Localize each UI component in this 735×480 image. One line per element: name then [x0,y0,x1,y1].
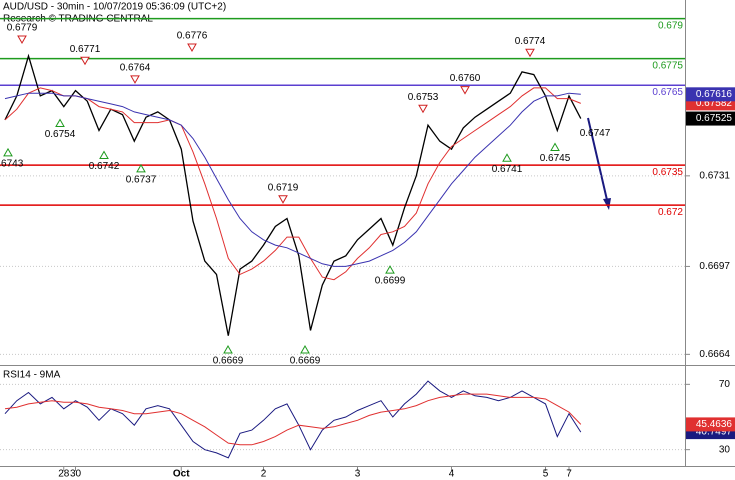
pivot-high-marker [460,86,470,95]
y-tick-label: 70 [719,379,731,390]
chart-title: AUD/USD - 30min - 10/07/2019 05:36:09 (U… [3,2,226,13]
rsi-title: RSI14 - 9MA [3,370,61,381]
pivot-label: 0.6719 [268,182,299,193]
last-value-label: 0.67616 [696,89,733,100]
level-label: 0.679 [658,20,683,31]
last-value-label: 45.4636 [696,419,733,430]
last-value-badge [686,111,735,126]
pivot-low-marker [55,118,65,128]
pivot-high-marker [80,56,90,66]
y-tick-label: 0.6664 [699,349,730,360]
pivot-low-marker [550,142,560,152]
pivot-low-marker [300,345,310,354]
pivot-low-marker [3,147,13,157]
x-tick-label: Oct [173,469,190,480]
last-value-label: 0.67525 [696,113,733,124]
x-tick-label: 3 [355,469,361,480]
x-tick-label: 28 [58,469,70,480]
pivot-high-marker [525,48,535,58]
x-tick-label: 30 [70,469,82,480]
series-line [4,393,582,446]
pivot-low-marker [502,153,512,162]
x-tick-label: 2 [261,469,267,480]
pivot-high-marker [418,104,428,114]
last-value-label: 0.67582 [696,98,733,109]
level-label: 0.6735 [652,167,683,178]
level-label: 0.6775 [652,60,683,71]
pivot-label: 0.6745 [540,153,571,164]
series-line [4,87,581,281]
last-value-label: 40.7497 [696,427,733,438]
pivot-label: 0.6774 [515,36,546,47]
pivot-label: 0.6771 [70,44,101,55]
pivot-label: 0.6754 [45,129,76,140]
pivot-low-marker [385,265,395,274]
series-line [4,92,581,267]
forecast-arrowhead [603,198,611,210]
x-tick-label: 7 [566,469,572,480]
y-tick-label: 0.6731 [699,170,730,181]
pivot-label: 0.6742 [89,161,120,172]
x-tick-label: 4 [449,469,455,480]
pivot-label: 0.6776 [177,31,208,42]
series-line [4,380,582,459]
last-value-badge [686,417,735,432]
pivot-high-marker [278,195,288,204]
last-value-badge [686,87,735,102]
y-tick-label: 30 [719,444,731,455]
pivot-high-marker [187,43,197,52]
y-tick-label: 0.6697 [699,261,730,272]
pivot-label: 0.6737 [126,174,157,185]
pivot-label: 0.6743 [0,159,24,170]
pivot-low-marker [136,163,146,173]
target-label: 0.6747 [580,128,611,139]
pivot-label: 0.6741 [492,164,523,175]
pivot-label: 0.6779 [7,23,38,34]
pivot-high-marker [17,35,27,44]
level-label: 0.672 [658,207,683,218]
pivot-label: 0.6669 [213,356,244,367]
pivot-low-marker [99,150,109,160]
level-label: 0.6765 [652,87,683,98]
pivot-label: 0.6764 [120,63,151,74]
pivot-label: 0.6753 [408,92,439,103]
pivot-label: 0.6760 [450,73,481,84]
forecast-arrow [587,117,608,201]
x-tick-label: 5 [543,469,549,480]
pivot-label: 0.6699 [375,276,406,287]
pivot-high-marker [130,75,140,84]
pivot-low-marker [223,345,233,354]
pivot-label: 0.6669 [290,356,321,367]
